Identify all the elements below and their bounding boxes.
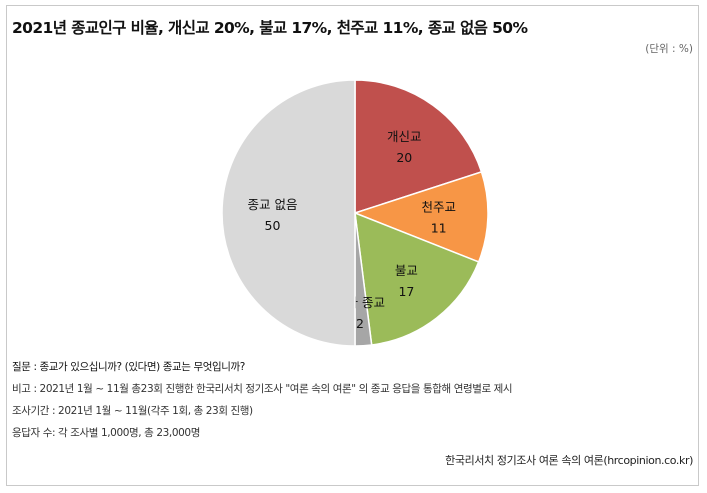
slice-value-label: 20: [396, 150, 412, 165]
pie-slice-2: [352, 170, 489, 263]
slice-value-label: 11: [431, 221, 447, 236]
pie-slice-1: [354, 79, 483, 215]
note-remark: 비고 : 2021년 1월 ~ 11월 총23회 진행한 한국리서치 정기조사 …: [12, 383, 513, 395]
unit-label: (단위 : %): [645, 43, 693, 55]
slice-label: 불교: [395, 263, 418, 278]
slice-value-label: 50: [265, 218, 281, 233]
pie-slice-5: [221, 79, 356, 347]
source-credit: 한국리서치 정기조사 여론 속의 여론(hrcopinion.co.kr): [445, 454, 693, 467]
note-respondents: 응답자 수: 각 조사별 1,000명, 총 23,000명: [12, 427, 200, 439]
slice-value-label: 2: [356, 316, 364, 331]
chart-title: 2021년 종교인구 비율, 개신교 20%, 불교 17%, 천주교 11%,…: [12, 19, 528, 37]
slice-value-label: 17: [398, 284, 414, 299]
slice-label: 개신교: [387, 129, 422, 144]
notes-block: 질문 : 종교가 있으십니까? (있다면) 종교는 무엇입니까? 비고 : 20…: [12, 356, 513, 444]
note-period: 조사기간 : 2021년 1월 ~ 11월(각주 1회, 총 23회 진행): [12, 405, 253, 417]
slice-label: 천주교: [421, 200, 456, 215]
note-question: 질문 : 종교가 있으십니까? (있다면) 종교는 무엇입니까?: [12, 361, 245, 373]
slice-label: 종교 없음: [248, 197, 298, 212]
pie-slice-3: [354, 211, 480, 346]
